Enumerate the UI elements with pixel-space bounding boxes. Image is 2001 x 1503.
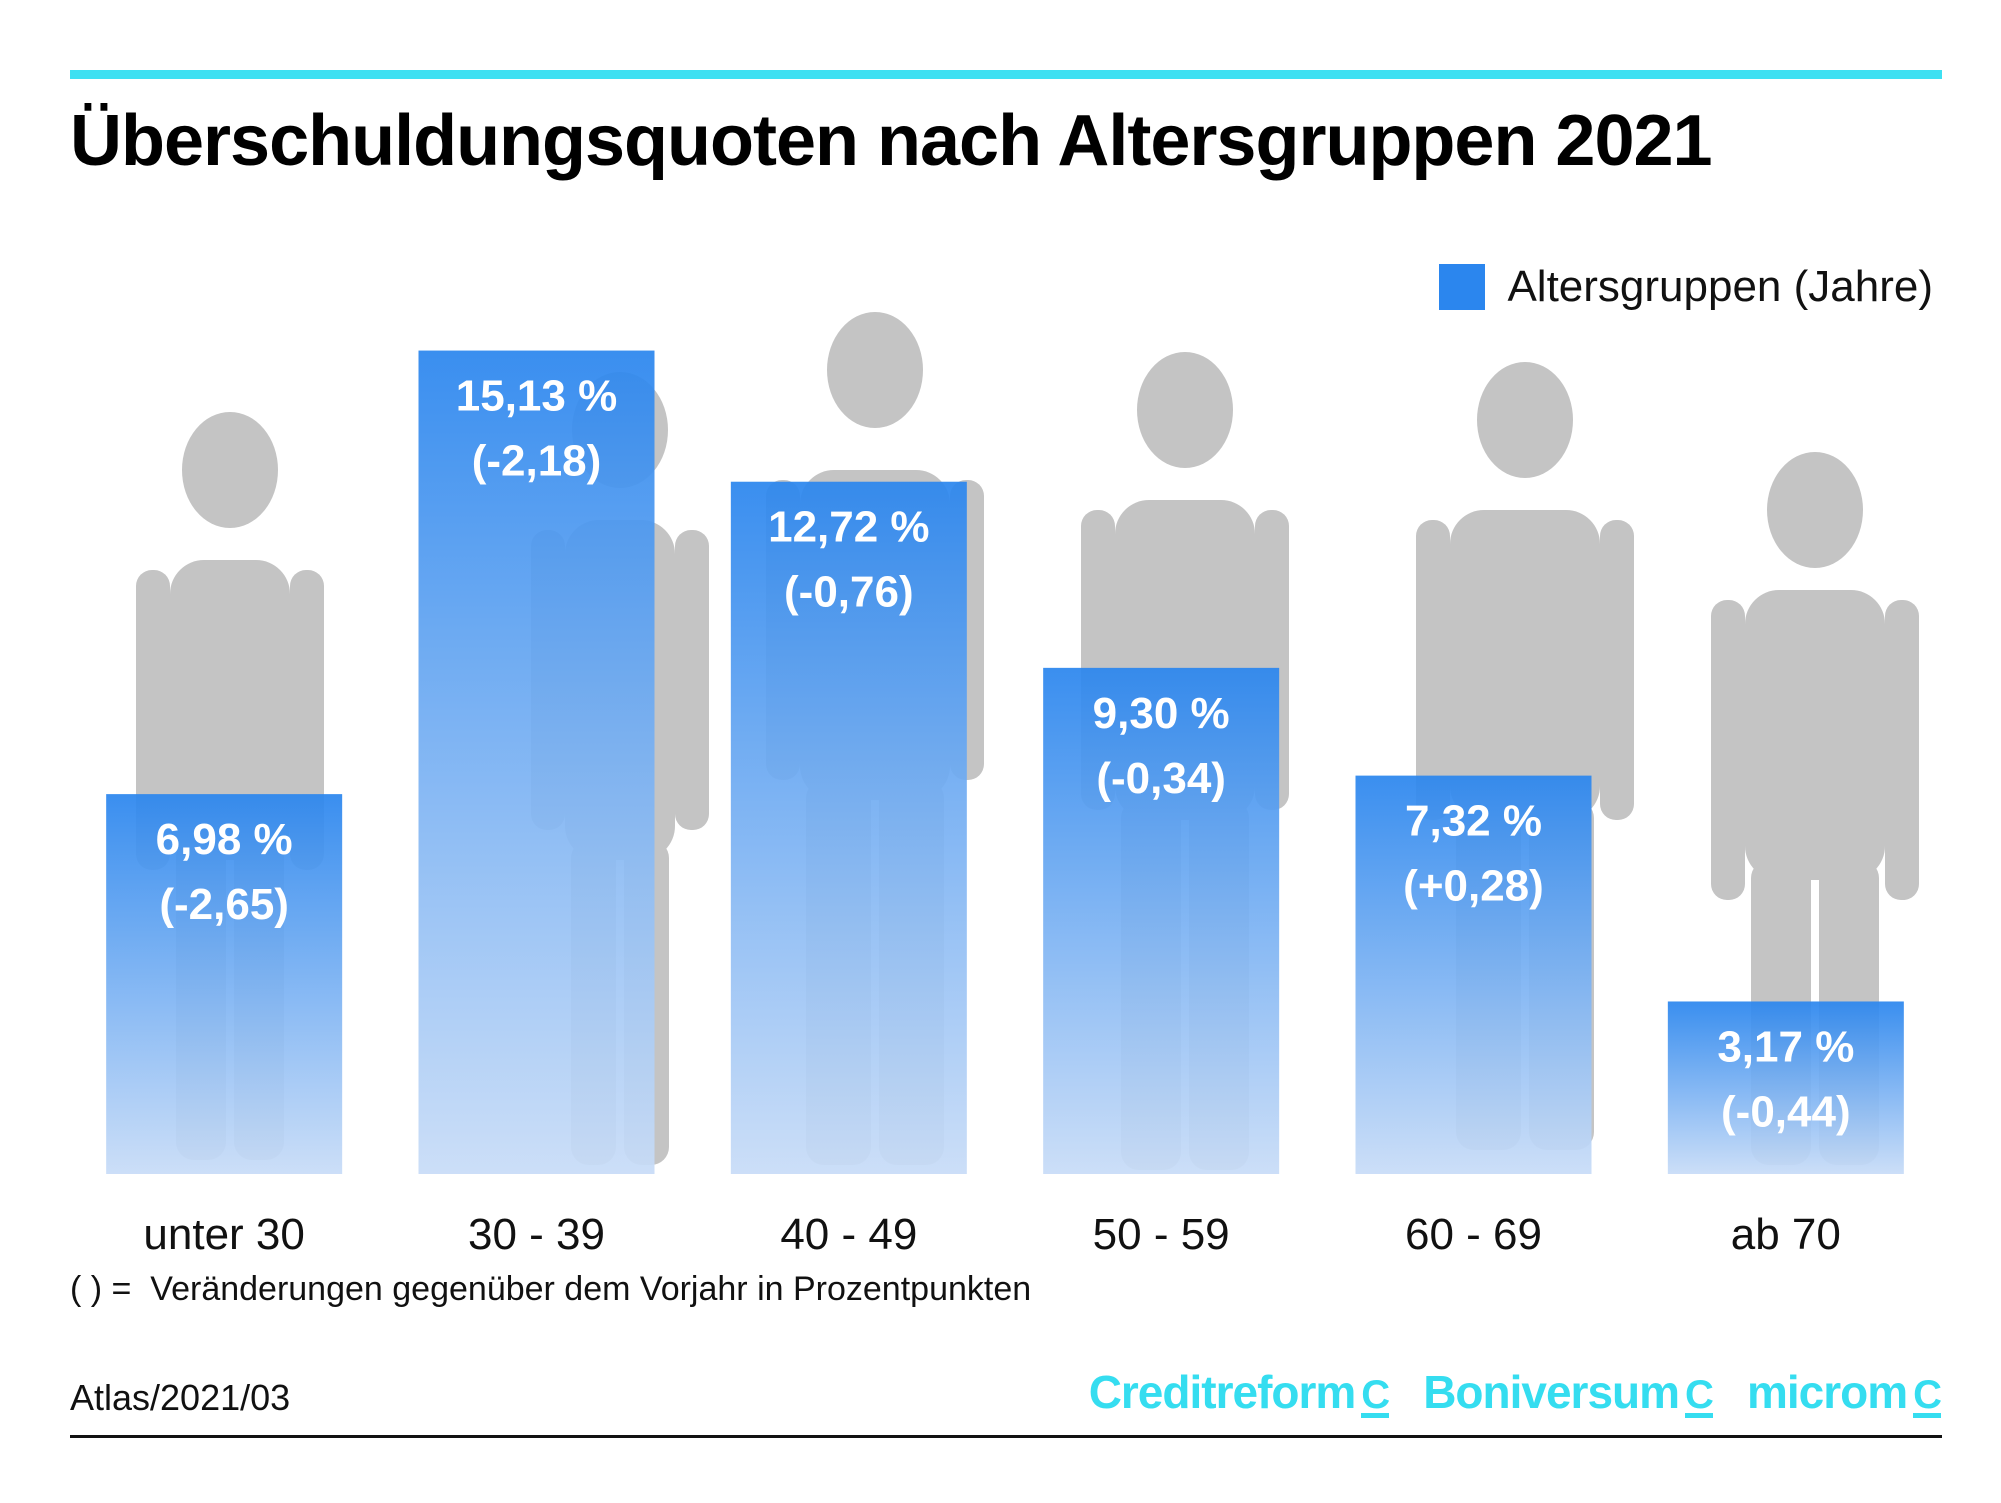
creditreform-logo-mark: C — [1361, 1373, 1390, 1418]
footnote: ( ) = Veränderungen gegenüber dem Vorjah… — [70, 1270, 1032, 1308]
bottom-rule — [70, 1435, 1942, 1438]
legend: Altersgruppen (Jahre) — [1439, 262, 1933, 312]
bar-change-label: (-2,18) — [472, 437, 602, 486]
source-label: Atlas/2021/03 — [70, 1377, 291, 1418]
boniversum-logo-text: Boniversum — [1423, 1366, 1680, 1418]
creditreform-logo: Creditreform C — [1089, 1365, 1390, 1419]
top-accent-rule — [70, 70, 1942, 79]
x-tick-label: 50 - 59 — [1093, 1210, 1230, 1259]
bar — [1667, 1001, 1904, 1174]
chart-title: Überschuldungsquoten nach Altersgruppen … — [70, 101, 1713, 181]
people-silhouettes — [136, 312, 1919, 1170]
silhouette-arm — [1416, 520, 1450, 820]
legend-label: Altersgruppen (Jahre) — [1507, 262, 1933, 311]
silhouette-torso — [1450, 510, 1600, 820]
logo-row: Creditreform C Boniversum C microm C — [1089, 1365, 1942, 1419]
x-tick-label: 60 - 69 — [1405, 1210, 1542, 1259]
bar — [106, 794, 343, 1174]
silhouette-head — [827, 312, 923, 428]
bar-change-label: (-0,76) — [784, 568, 914, 617]
microm-logo-text: microm — [1746, 1366, 1908, 1418]
silhouette-head — [1137, 352, 1233, 468]
silhouette-torso — [170, 560, 290, 860]
silhouette-head — [1767, 452, 1863, 568]
bar-value-label: 15,13 % — [456, 372, 617, 421]
microm-logo: microm C — [1746, 1365, 1942, 1419]
x-tick-label: 30 - 39 — [468, 1210, 605, 1259]
bar-value-label: 3,17 % — [1717, 1022, 1854, 1071]
boniversum-logo-mark: C — [1685, 1373, 1714, 1418]
x-tick-label: 40 - 49 — [780, 1210, 917, 1259]
silhouette-head — [182, 412, 278, 528]
legend-swatch — [1439, 264, 1486, 310]
bar-value-label: 6,98 % — [156, 815, 293, 864]
silhouette-torso — [1745, 590, 1885, 880]
bar-change-label: (+0,28) — [1403, 862, 1544, 911]
x-tick-label: unter 30 — [143, 1210, 304, 1259]
bar-change-label: (-2,65) — [159, 880, 289, 929]
labels-group: 6,98 % (-2,65) unter 30 15,13 % (-2,18) 30 - … — [143, 372, 1854, 1259]
bar — [1355, 775, 1592, 1174]
microm-logo-mark: C — [1913, 1373, 1942, 1418]
boniversum-logo: Boniversum C — [1423, 1365, 1714, 1419]
bar-value-label: 12,72 % — [768, 503, 929, 552]
silhouette-head — [1477, 362, 1573, 478]
x-tick-label: ab 70 — [1731, 1210, 1841, 1259]
silhouette-arm — [675, 530, 709, 830]
bar-value-label: 7,32 % — [1405, 797, 1542, 846]
silhouette-arm — [1600, 520, 1634, 820]
bar — [418, 350, 655, 1174]
silhouette-arm — [1885, 600, 1919, 900]
creditreform-logo-text: Creditreform — [1088, 1366, 1357, 1418]
bars-group — [106, 350, 1904, 1174]
bar-change-label: (-0,44) — [1721, 1087, 1851, 1136]
bar — [1043, 667, 1280, 1174]
bar-change-label: (-0,34) — [1096, 754, 1226, 803]
bar-value-label: 9,30 % — [1093, 689, 1230, 738]
bar — [730, 481, 967, 1174]
silhouette-arm — [1711, 600, 1745, 900]
